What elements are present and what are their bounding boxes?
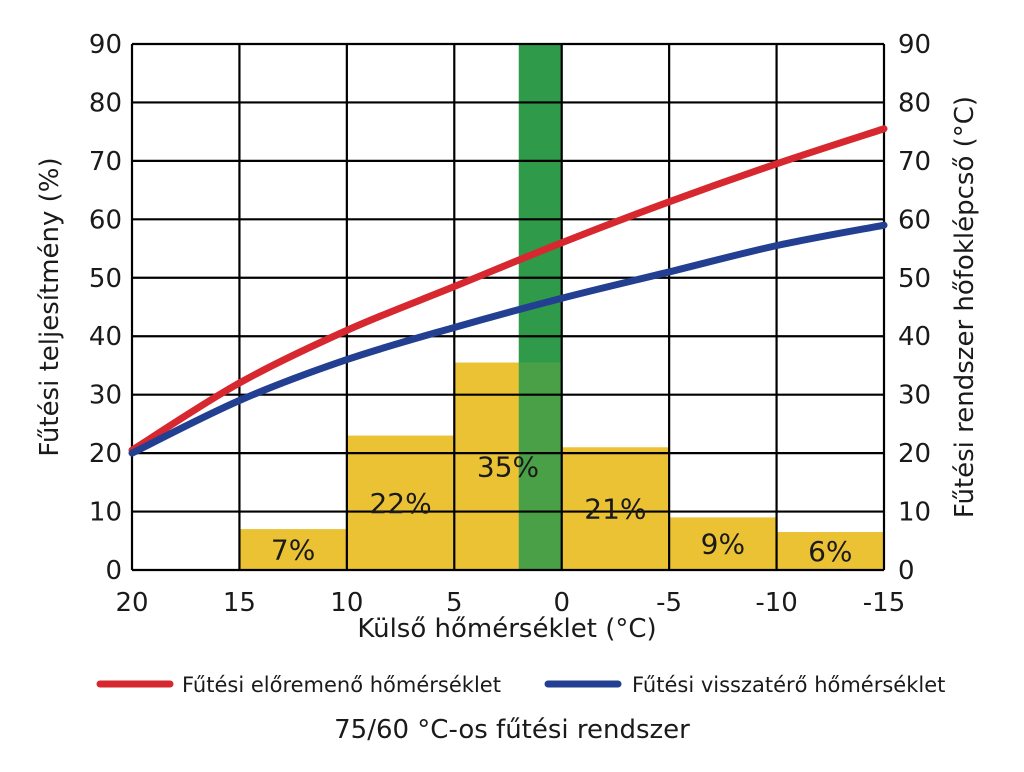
y-right-tick-label-8: 80 [898, 88, 931, 118]
highlight-band-overlay [518, 362, 562, 570]
x-tick-label-0: 20 [115, 588, 148, 618]
y-left-tick-label-9: 90 [89, 30, 122, 60]
x-tick-label-1: 15 [223, 588, 256, 618]
series-line-1 [128, 221, 888, 457]
legend: Fűtési előremenő hőmérséklet Fűtési viss… [96, 673, 945, 697]
y-right-tick-label-4: 40 [898, 322, 931, 352]
x-tick-label-4: 0 [553, 588, 570, 618]
y-right-tick-label-7: 70 [898, 147, 931, 177]
y-left-tick-label-8: 80 [89, 88, 122, 118]
y-left-tick-label-5: 50 [89, 264, 122, 294]
x-axis-title: Külső hőmérséklet (°C) [357, 614, 656, 644]
bar-5 [776, 532, 884, 570]
grid-layer [130, 42, 886, 572]
bar-labels-layer: 7% 22% 35% 21% 9% 6% [271, 450, 853, 568]
series-line-0 [128, 125, 888, 454]
series-lines-layer [128, 125, 888, 457]
x-tick-label-3: 5 [446, 588, 463, 618]
bar-1 [346, 435, 455, 570]
y-right-tick-label-2: 20 [898, 439, 931, 469]
y-left-tick-label-1: 10 [89, 498, 122, 528]
bar-3 [561, 447, 670, 570]
x-tick-label-5: -5 [656, 588, 682, 618]
y-right-tick-label-5: 50 [898, 264, 931, 294]
bar-4 [669, 517, 777, 570]
bar-label-5: 6% [808, 535, 852, 568]
bar-label-1: 22% [369, 487, 431, 520]
bar-label-2: 35% [477, 450, 539, 483]
y-right-tick-label-3: 30 [898, 381, 931, 411]
y-left-tick-label-7: 70 [89, 147, 122, 177]
bar-label-0: 7% [271, 534, 315, 567]
y-right-tick-label-1: 10 [898, 498, 931, 528]
y-right-tick-label-9: 90 [898, 30, 931, 60]
x-tick-label-7: -15 [863, 588, 905, 618]
bar-label-4: 9% [701, 528, 745, 561]
tick-labels-layer: 20 15 10 5 0 -5 -10 -15010203040506070809001020… [89, 30, 931, 618]
y-left-tick-label-6: 60 [89, 205, 122, 235]
bar-0 [239, 529, 347, 570]
legend-label-supply: Fűtési előremenő hőmérséklet [182, 673, 501, 697]
y-right-tick-label-0: 0 [898, 556, 915, 586]
y-left-tick-label-2: 20 [89, 439, 122, 469]
legend-label-return: Fűtési visszatérő hőmérséklet [632, 673, 945, 697]
chart-subtitle: 75/60 °C-os fűtési rendszer [334, 715, 690, 745]
y-axis-left-title: Fűtési teljesítmény (%) [35, 157, 65, 456]
x-tick-label-6: -10 [755, 588, 797, 618]
bars-layer [239, 362, 884, 570]
bar-label-3: 21% [584, 493, 646, 526]
y-left-tick-label-3: 30 [89, 381, 122, 411]
y-right-tick-label-6: 60 [898, 205, 931, 235]
y-left-tick-label-0: 0 [105, 556, 122, 586]
y-left-tick-label-4: 40 [89, 322, 122, 352]
y-axis-right-title: Fűtési rendszer hőfoklépcső (°C) [950, 96, 980, 518]
x-tick-label-2: 10 [330, 588, 363, 618]
